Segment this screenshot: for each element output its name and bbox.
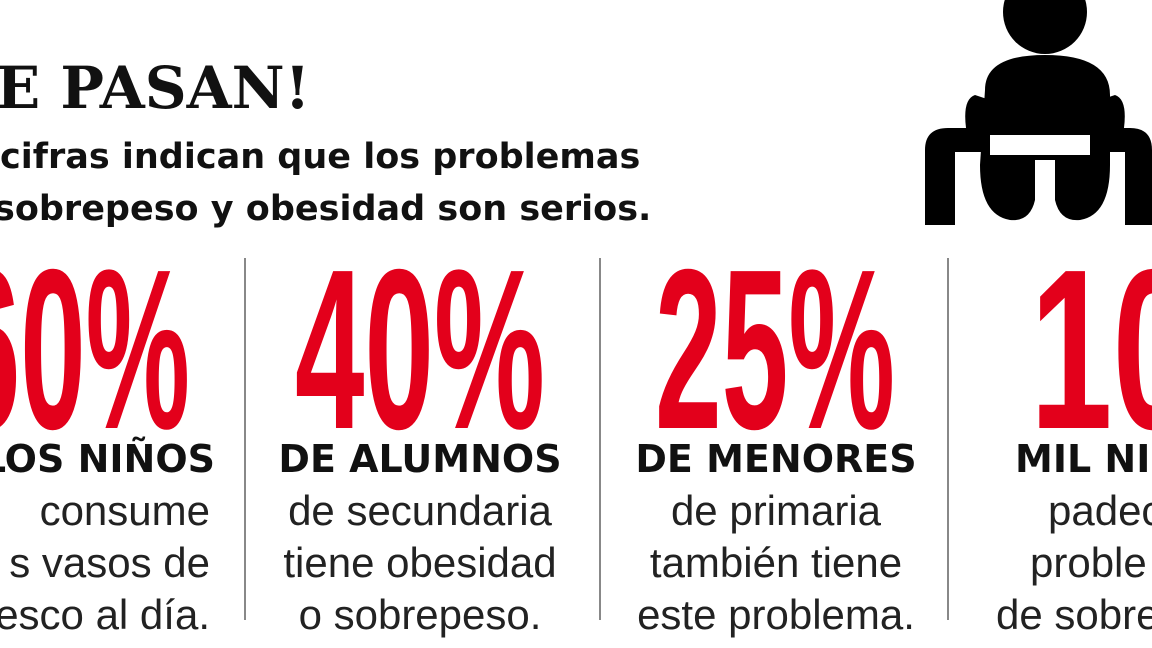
subtitle-line: cifras indican que los problemas	[0, 137, 640, 177]
stat-body-line: padec	[1048, 487, 1152, 534]
person-icon	[925, 0, 1152, 225]
stat-value: 40%	[295, 223, 545, 477]
stat-value: 25%	[655, 223, 895, 477]
stat-value: 10	[1030, 223, 1152, 477]
stat-body-line: este problema.	[637, 591, 915, 638]
stat-heading: DE MENORES	[635, 437, 916, 481]
stat-body-line: proble	[1030, 539, 1147, 586]
stat-body-line: también tiene	[650, 539, 902, 586]
stat-body-line: consume	[40, 487, 210, 534]
stat-value: 60%	[0, 223, 190, 477]
stat-body-line: tiene obesidad	[283, 539, 556, 586]
stat-body-line: o sobrepeso.	[299, 591, 542, 638]
stat-body-line: de sobre	[996, 591, 1152, 638]
stat-body-line: de secundaria	[288, 487, 552, 534]
stat-heading: DE ALUMNOS	[278, 437, 561, 481]
stat-body-line: de primaria	[671, 487, 882, 534]
stat-heading: LOS NIÑOS	[0, 437, 215, 481]
stat-body-line: esco al día.	[0, 591, 210, 638]
stat-heading: MIL NI	[1015, 437, 1150, 481]
title: E PASAN!	[0, 54, 310, 122]
stat-body-line: s vasos de	[9, 539, 210, 586]
dividers	[244, 258, 949, 620]
subtitle-line: sobrepeso y obesidad son serios.	[0, 189, 651, 229]
